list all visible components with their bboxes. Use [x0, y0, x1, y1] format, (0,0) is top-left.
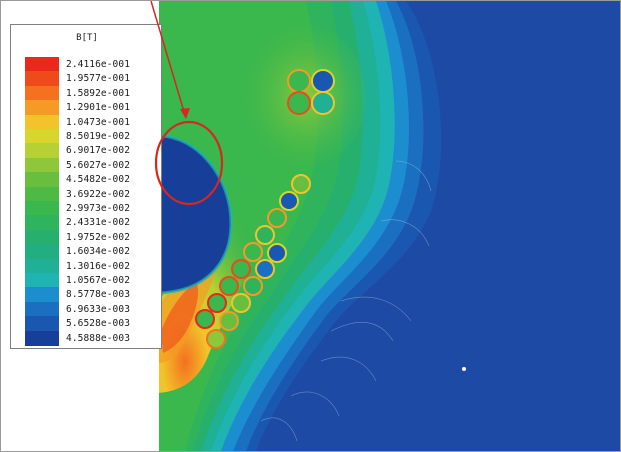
legend-label: 5.6027e-002: [66, 159, 131, 171]
legend-label: 4.5888e-003: [66, 332, 131, 344]
legend-swatch: [25, 258, 59, 274]
legend-swatch: [25, 100, 59, 116]
color-legend: B[T] 2.4116e-001 1.9577e-001 1.5892e-001 1.…: [10, 24, 162, 349]
hot-region: [159, 186, 263, 393]
legend-swatch: [25, 172, 59, 188]
legend-entry: 1.3016e-002: [25, 258, 131, 274]
field-lines: [260, 160, 432, 442]
legend-entry: 5.6027e-002: [25, 157, 131, 173]
legend-entry: 1.9752e-002: [25, 229, 131, 245]
legend-swatch: [25, 201, 59, 216]
legend-swatch: [25, 186, 59, 202]
legend-entry: 1.0473e-001: [25, 114, 131, 130]
legend-label: 1.0567e-002: [66, 275, 131, 286]
marker-dot: [462, 367, 466, 371]
legend-label: 3.6922e-002: [66, 188, 131, 200]
legend-entry: 3.6922e-002: [25, 186, 131, 202]
legend-swatch: [25, 157, 59, 173]
hot-core-region: [161, 281, 199, 353]
legend-entry: 2.4116e-001: [25, 57, 130, 72]
legend-entry: 8.5778e-003: [25, 287, 131, 303]
legend-label: 1.5892e-001: [66, 87, 131, 99]
legend-label: 1.0473e-001: [66, 116, 131, 128]
legend-label: 4.5482e-002: [66, 174, 131, 186]
legend-entry: 1.5892e-001: [25, 85, 131, 101]
legend-label: 8.5778e-003: [66, 289, 131, 301]
legend-label: 1.9577e-001: [66, 73, 131, 85]
legend-swatch: [25, 85, 59, 101]
top-conductor-cluster: [287, 69, 335, 115]
legend-entry: 5.6528e-003: [25, 316, 131, 332]
legend-entry: 1.2901e-001: [25, 100, 131, 116]
legend-label: 6.9633e-003: [66, 303, 131, 315]
legend-label: 2.4116e-001: [66, 59, 131, 70]
legend-label: 8.5019e-002: [66, 131, 131, 142]
legend-label: 5.6528e-003: [66, 318, 131, 330]
legend-entry: 4.5482e-002: [25, 172, 131, 188]
legend-label: 1.3016e-002: [66, 260, 131, 272]
legend-label: 2.4331e-002: [66, 217, 131, 229]
legend-label: 1.2901e-001: [66, 102, 131, 114]
legend-label: 1.9752e-002: [66, 231, 131, 243]
conductor-chain: [195, 174, 311, 349]
legend-entry: 1.9577e-001: [25, 71, 131, 87]
legend-swatch: [25, 316, 59, 332]
legend-entry: 6.9017e-002: [25, 143, 131, 159]
legend-swatch: [25, 114, 59, 130]
legend-swatch: [25, 244, 59, 260]
legend-entry: 2.4331e-002: [25, 215, 131, 231]
legend-swatch: [25, 301, 59, 317]
legend-entry: 8.5019e-002: [25, 129, 130, 144]
legend-label: 6.9017e-002: [66, 145, 131, 157]
legend-swatch: [25, 273, 59, 288]
legend-swatch: [25, 215, 59, 231]
legend-swatch: [25, 330, 59, 346]
legend-title: B[T]: [76, 33, 98, 43]
legend-swatch: [25, 229, 59, 245]
legend-swatch: [25, 143, 59, 159]
legend-label: 1.6034e-002: [66, 246, 131, 258]
legend-swatch: [25, 71, 59, 87]
legend-swatch: [25, 57, 59, 72]
legend-entry: 6.9633e-003: [25, 301, 131, 317]
legend-swatch: [25, 287, 59, 303]
legend-entry: 1.6034e-002: [25, 244, 131, 260]
legend-entry: 2.9973e-002: [25, 201, 130, 216]
legend-label: 2.9973e-002: [66, 203, 131, 214]
legend-entry: 4.5888e-003: [25, 330, 131, 346]
legend-entry: 1.0567e-002: [25, 273, 130, 288]
legend-swatch: [25, 129, 59, 144]
